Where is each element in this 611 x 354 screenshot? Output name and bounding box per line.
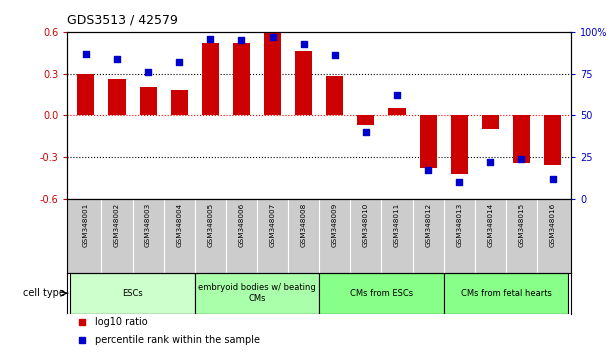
Text: GSM348012: GSM348012 bbox=[425, 202, 431, 247]
Point bbox=[268, 34, 277, 40]
Text: GSM348015: GSM348015 bbox=[519, 202, 524, 247]
Point bbox=[361, 129, 371, 135]
Bar bbox=[195, 273, 320, 314]
Point bbox=[112, 56, 122, 61]
Bar bbox=[233, 43, 250, 115]
Bar bbox=[544, 115, 561, 165]
Point bbox=[486, 159, 496, 165]
Point bbox=[236, 38, 246, 43]
Bar bbox=[70, 273, 195, 314]
Text: GSM348011: GSM348011 bbox=[394, 202, 400, 247]
Bar bbox=[320, 273, 444, 314]
Text: GSM348013: GSM348013 bbox=[456, 202, 463, 247]
Point bbox=[81, 51, 91, 56]
Bar bbox=[451, 115, 468, 174]
Text: GSM348016: GSM348016 bbox=[550, 202, 555, 247]
Text: GSM348005: GSM348005 bbox=[207, 202, 213, 247]
Point bbox=[143, 69, 153, 75]
Text: percentile rank within the sample: percentile rank within the sample bbox=[95, 335, 260, 345]
Bar bbox=[482, 115, 499, 129]
Text: ESCs: ESCs bbox=[122, 289, 143, 298]
Bar bbox=[295, 51, 312, 115]
Point bbox=[299, 41, 309, 46]
Text: GSM348008: GSM348008 bbox=[301, 202, 307, 247]
Point bbox=[392, 92, 402, 98]
Text: GSM348002: GSM348002 bbox=[114, 202, 120, 247]
Text: GSM348004: GSM348004 bbox=[176, 202, 182, 247]
Text: GSM348003: GSM348003 bbox=[145, 202, 151, 247]
Bar bbox=[326, 76, 343, 115]
Text: CMs from fetal hearts: CMs from fetal hearts bbox=[461, 289, 551, 298]
Bar bbox=[78, 74, 95, 115]
Text: log10 ratio: log10 ratio bbox=[95, 317, 148, 327]
Bar bbox=[108, 79, 125, 115]
Bar bbox=[170, 90, 188, 115]
Bar bbox=[420, 115, 437, 168]
Text: embryoid bodies w/ beating
CMs: embryoid bodies w/ beating CMs bbox=[198, 284, 316, 303]
Text: GSM348007: GSM348007 bbox=[269, 202, 276, 247]
Point bbox=[205, 36, 215, 41]
Bar bbox=[444, 273, 568, 314]
Bar bbox=[264, 33, 281, 115]
Text: GSM348014: GSM348014 bbox=[488, 202, 494, 247]
Bar bbox=[389, 108, 406, 115]
Text: cell type: cell type bbox=[23, 288, 65, 298]
Bar bbox=[202, 43, 219, 115]
Bar bbox=[139, 87, 156, 115]
Point bbox=[455, 179, 464, 185]
Text: GSM348006: GSM348006 bbox=[238, 202, 244, 247]
Point bbox=[517, 156, 527, 161]
Text: GDS3513 / 42579: GDS3513 / 42579 bbox=[67, 13, 178, 27]
Text: CMs from ESCs: CMs from ESCs bbox=[350, 289, 413, 298]
Text: GSM348010: GSM348010 bbox=[363, 202, 369, 247]
Bar bbox=[513, 115, 530, 162]
Text: GSM348001: GSM348001 bbox=[83, 202, 89, 247]
Bar bbox=[357, 115, 375, 125]
Point bbox=[547, 176, 557, 182]
Text: GSM348009: GSM348009 bbox=[332, 202, 338, 247]
Point bbox=[174, 59, 184, 65]
Point bbox=[330, 52, 340, 58]
Point bbox=[423, 167, 433, 173]
